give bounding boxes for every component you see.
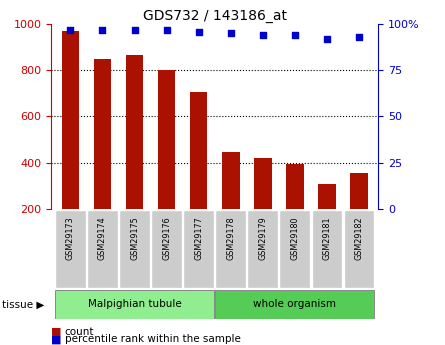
Bar	[87, 210, 118, 288]
Bar	[190, 92, 207, 209]
Bar	[215, 290, 374, 319]
Point	[195, 29, 202, 34]
Text: GSM29182: GSM29182	[355, 217, 364, 260]
Text: GSM29177: GSM29177	[194, 217, 203, 260]
Text: GSM29181: GSM29181	[323, 217, 332, 260]
Point	[67, 27, 74, 32]
Bar	[119, 210, 150, 288]
Bar	[312, 210, 342, 288]
Bar	[279, 210, 310, 288]
Title: GDS732 / 143186_at: GDS732 / 143186_at	[143, 9, 287, 23]
Point	[131, 27, 138, 32]
Text: whole organism: whole organism	[253, 299, 336, 309]
Text: GSM29174: GSM29174	[98, 217, 107, 260]
Bar	[215, 210, 246, 288]
Bar	[55, 290, 214, 319]
Bar	[55, 210, 86, 288]
Text: ■: ■	[51, 327, 62, 337]
Bar	[222, 152, 239, 209]
Bar	[93, 59, 111, 209]
Bar	[61, 31, 79, 209]
Text: percentile rank within the sample: percentile rank within the sample	[65, 335, 240, 344]
Bar	[318, 184, 336, 209]
Bar	[247, 210, 278, 288]
Text: Malpighian tubule: Malpighian tubule	[88, 299, 182, 309]
Point	[227, 31, 235, 36]
Text: tissue ▶: tissue ▶	[2, 299, 44, 309]
Point	[99, 27, 106, 32]
Text: GSM29173: GSM29173	[66, 217, 75, 260]
Point	[163, 27, 170, 32]
Bar	[350, 172, 368, 209]
Text: GSM29180: GSM29180	[291, 217, 299, 260]
Point	[324, 36, 331, 42]
Text: GSM29178: GSM29178	[226, 217, 235, 260]
Point	[291, 32, 299, 38]
Text: count: count	[65, 327, 94, 337]
Bar	[158, 70, 175, 209]
Bar	[254, 158, 271, 209]
Bar	[183, 210, 214, 288]
Text: ■: ■	[51, 335, 62, 344]
Bar	[151, 210, 182, 288]
Bar	[286, 164, 303, 209]
Point	[259, 32, 267, 38]
Text: GSM29176: GSM29176	[162, 217, 171, 260]
Bar	[344, 210, 374, 288]
Point	[356, 34, 363, 40]
Text: GSM29175: GSM29175	[130, 217, 139, 260]
Text: GSM29179: GSM29179	[258, 217, 267, 260]
Bar	[126, 55, 143, 209]
